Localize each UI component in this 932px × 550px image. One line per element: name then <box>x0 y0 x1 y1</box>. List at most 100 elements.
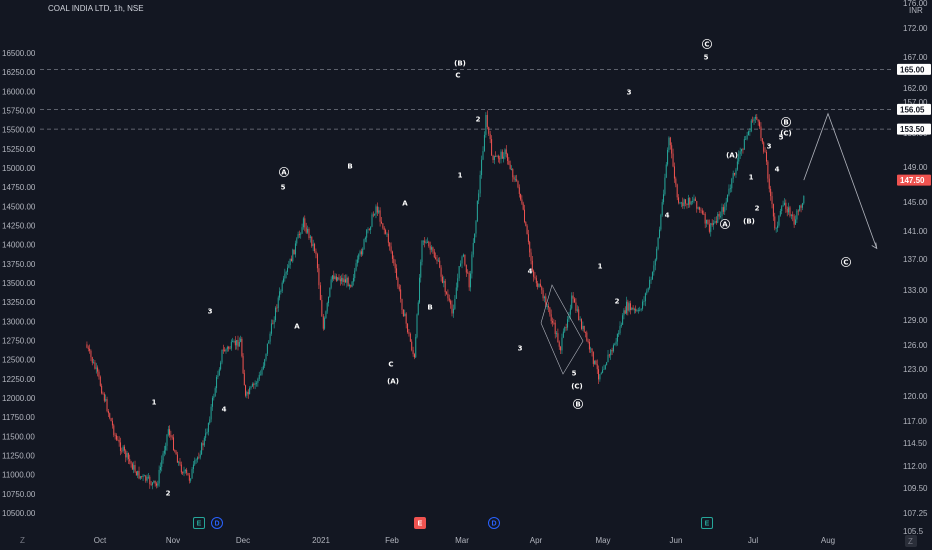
candle-body <box>669 137 671 146</box>
candle-body <box>746 135 748 140</box>
candle-body <box>270 323 272 334</box>
candle-body <box>343 279 345 282</box>
candle-body <box>590 348 592 350</box>
candle-body <box>668 137 670 150</box>
candle-body <box>569 308 571 315</box>
price-tag <box>897 63 931 75</box>
candle-body <box>582 325 584 329</box>
candle-body <box>588 342 590 350</box>
candle-body <box>119 442 121 451</box>
candle-body <box>637 310 639 312</box>
candle-body <box>367 229 369 231</box>
candle-body <box>610 349 612 356</box>
candle-body <box>209 419 211 424</box>
candle-body <box>514 179 516 181</box>
zoom-right-button[interactable]: Z <box>908 537 913 546</box>
left-tick-label: 12250.00 <box>2 375 36 384</box>
candle-body <box>635 309 637 312</box>
time-tick-label: Nov <box>166 536 180 545</box>
candle-body <box>644 293 646 302</box>
candle-body <box>626 301 628 314</box>
candle-body <box>612 345 614 352</box>
candle-body <box>229 348 231 350</box>
candle-body <box>631 307 633 310</box>
zoom-left-button[interactable]: Z <box>20 536 25 545</box>
right-tick-label: 157.00 <box>903 98 928 107</box>
candle-body <box>188 475 190 481</box>
candle-body <box>764 151 766 153</box>
candle-body <box>553 322 555 324</box>
candle-body <box>328 296 330 304</box>
candle-body <box>203 437 205 446</box>
candle-body <box>103 394 105 401</box>
wave-label: 4 <box>665 212 670 220</box>
candle-body <box>407 323 409 333</box>
left-tick-label: 11250.00 <box>2 452 35 461</box>
left-tick-label: 11500.00 <box>2 432 35 441</box>
candle-body <box>718 214 720 217</box>
candle-body <box>579 319 581 320</box>
candle-body <box>385 230 387 234</box>
candle-body <box>156 483 158 486</box>
candle-body <box>402 309 404 317</box>
candle-body <box>294 243 296 255</box>
candle-body <box>98 371 100 377</box>
candle-body <box>174 450 176 452</box>
left-tick-label: 14250.00 <box>2 222 36 231</box>
candle-body <box>432 247 434 252</box>
right-tick-label: 149.00 <box>903 163 928 172</box>
candle-body <box>90 350 92 358</box>
left-price-axis[interactable]: 10500.00 10750.00 11000.00 11250.00 11500.00… <box>2 49 36 518</box>
candles[interactable] <box>86 110 805 490</box>
candle-body <box>501 151 503 159</box>
candle-body <box>675 178 677 185</box>
candle-body <box>390 246 392 252</box>
candle-body <box>107 411 109 414</box>
candle-body <box>99 376 101 386</box>
time-axis[interactable]: Oct Nov Dec 2021 Feb Mar Apr May Jun Jul Aug Z Z <box>20 535 917 547</box>
candle-body <box>139 476 141 479</box>
candle-body <box>360 251 362 255</box>
right-tick-label: 141.00 <box>903 227 928 236</box>
event-marker-label: D <box>214 521 219 528</box>
candle-body <box>782 205 784 207</box>
candle-body <box>711 223 713 225</box>
candle-body <box>659 229 661 238</box>
right-tick-label: 167.00 <box>903 53 928 62</box>
candle-body <box>800 205 802 208</box>
candle-body <box>93 362 95 364</box>
candle-body <box>301 227 303 234</box>
candle-body <box>478 193 480 201</box>
wave-channel-lines <box>540 284 584 375</box>
candle-body <box>542 290 544 299</box>
candle-body <box>574 298 576 303</box>
candle-body <box>214 388 216 397</box>
projection-arrowhead <box>871 242 878 250</box>
candle-body <box>799 205 801 211</box>
candle-body <box>210 406 212 420</box>
right-price-axis[interactable]: 105.5 107.25 109.50 112.00 114.50 117.00 120.0… <box>893 0 932 550</box>
right-tick-label: 145.00 <box>903 198 928 207</box>
wave-label: B <box>347 163 352 171</box>
candle-body <box>311 236 313 247</box>
candle-body <box>676 184 678 198</box>
candle-body <box>721 207 723 216</box>
candle-body <box>218 369 220 376</box>
candle-body <box>169 429 171 436</box>
wave-label: 4 <box>528 268 533 276</box>
candle-body <box>364 237 366 240</box>
candle-body <box>568 314 570 320</box>
wave-label-circle <box>573 398 584 409</box>
candle-body <box>97 367 99 372</box>
candle-body <box>151 482 153 485</box>
candle-body <box>405 313 407 324</box>
candle-body <box>335 276 337 281</box>
candle-body <box>331 275 333 280</box>
candle-body <box>170 435 172 437</box>
candle-body <box>397 277 399 287</box>
wave-label: 3 <box>518 345 523 353</box>
wave-label: 5 <box>704 54 709 62</box>
candle-body <box>770 188 772 197</box>
